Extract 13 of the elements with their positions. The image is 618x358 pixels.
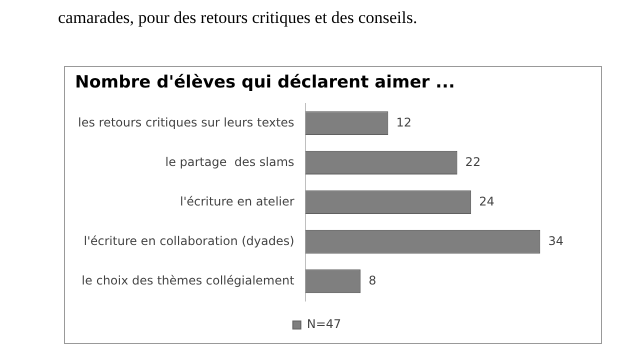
data-label: 24 [479, 194, 494, 208]
y-tick-label: l'écriture en atelier [180, 194, 294, 208]
y-tick-label: l'écriture en collaboration (dyades) [84, 234, 294, 248]
data-label: 22 [465, 154, 481, 169]
data-label: 12 [396, 115, 412, 130]
text: camarades, pour des retours critiques et des conseils. [58, 8, 418, 28]
legend-label: N=47 [306, 317, 342, 332]
y-tick-label: le choix des thèmes collégialement [82, 273, 295, 288]
data-label: 8 [368, 273, 376, 288]
chart-title: Nombre d'élèves qui déclarent aimer ... [75, 72, 455, 93]
y-tick-label: le partage des slams [165, 154, 294, 169]
y-tick-label: les retours critiques sur leurs textes [78, 115, 294, 130]
data-label: 34 [548, 234, 564, 248]
